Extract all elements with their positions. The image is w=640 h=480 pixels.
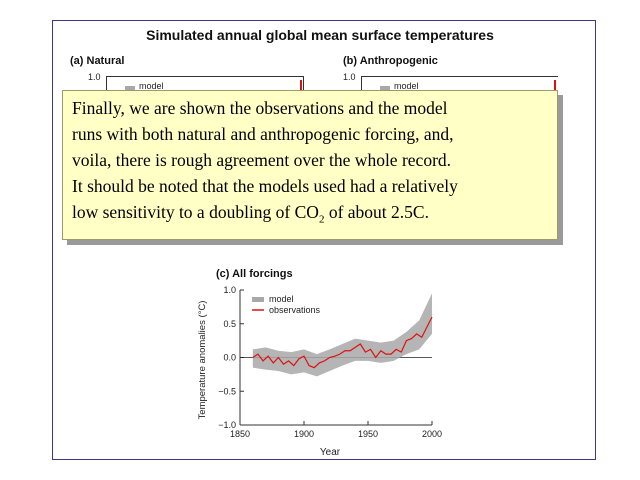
panel-b-legend-swatch [380,86,390,90]
y-tick-label: 1.0 [223,285,236,295]
legend-label-observations: observations [269,305,321,315]
x-tick-label: 1850 [230,429,250,439]
chart-title: (c) All forcings [216,268,293,280]
y-axis-label: Temperature anomalies (°C) [197,301,208,420]
y-tick-label: 0.0 [223,353,236,363]
panel-a-legend-label: model [139,81,164,91]
y-tick-label: −1.0 [218,420,236,430]
legend-label-model: model [269,294,294,304]
panel-b-title: (b) Anthropogenic [343,55,438,67]
co2-subscript: 2 [318,213,325,226]
x-axis-label: Year [320,447,341,458]
panel-a-obs-fragment [300,80,302,90]
panel-b-legend-label: model [394,81,419,91]
panel-a-tick: 1.0 [88,72,101,82]
panel-a-title: (a) Natural [70,55,125,67]
slide-title: Simulated annual global mean surface tem… [146,27,494,43]
legend-swatch-model [252,297,264,302]
callout-line-5-text: low sensitivity to a doubling of CO [72,202,319,222]
callout-line-2: runs with both natural and anthropogenic… [72,124,454,144]
x-tick-label: 2000 [422,429,442,439]
panel-a-legend-swatch [125,86,135,90]
callout-line-5-end: of about 2.5C. [324,202,429,222]
observations-line [252,316,433,369]
panel-b-tick: 1.0 [343,72,356,82]
callout-line-1: Finally, we are shown the observations a… [72,98,448,118]
explanation-callout: Finally, we are shown the observations a… [62,90,558,240]
y-tick-label: −0.5 [218,386,236,396]
panel-b-axes [361,76,558,91]
x-tick-label: 1900 [294,429,314,439]
panel-b-obs-fragment [554,80,556,90]
model-range-band [252,293,432,377]
y-tick-label: 0.5 [223,319,236,329]
panel-a-axes [106,76,304,91]
callout-line-4: It should be noted that the models used … [72,176,458,196]
x-tick-label: 1950 [358,429,378,439]
callout-line-3: voila, there is rough agreement over the… [72,150,452,170]
callout-line-5: low sensitivity to a doubling of CO2 of … [72,199,549,233]
